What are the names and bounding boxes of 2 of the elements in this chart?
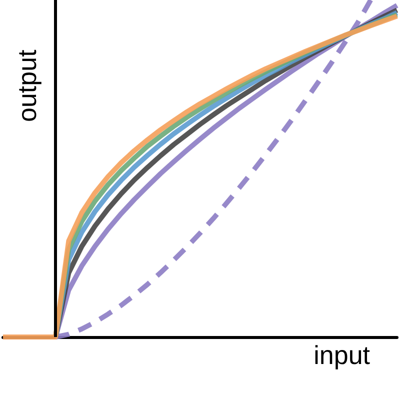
x-axis-title: input xyxy=(314,340,371,370)
y-axis-title: output xyxy=(12,48,42,122)
